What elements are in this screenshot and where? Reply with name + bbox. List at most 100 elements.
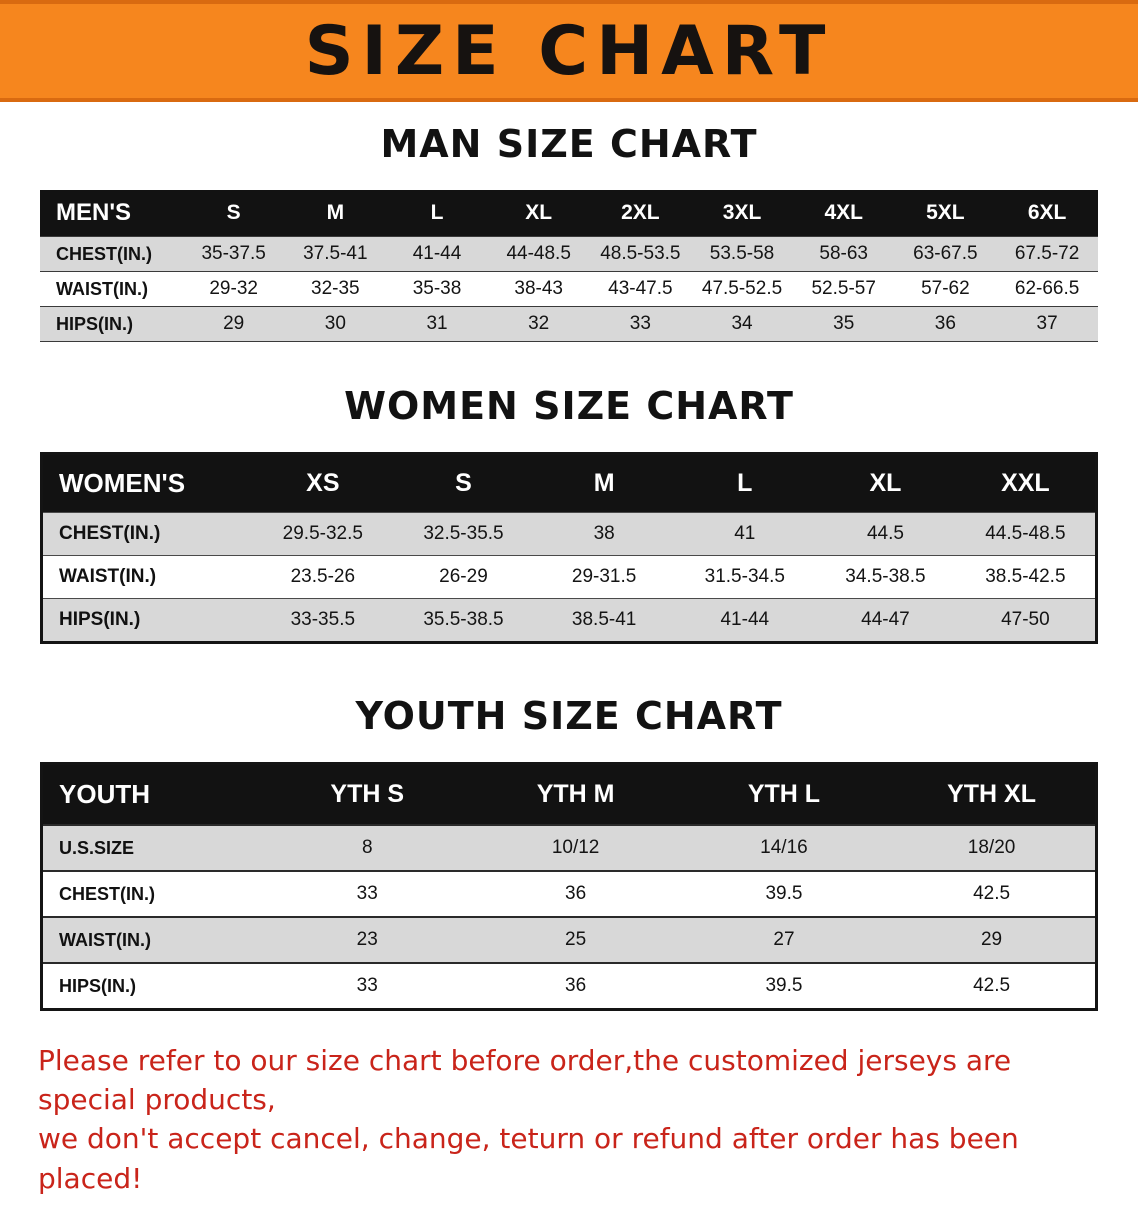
row-label: U.S.SIZE <box>59 837 135 858</box>
row-label: HIPS(IN.) <box>59 609 141 630</box>
size-column-header: S <box>393 453 534 513</box>
size-column-header: 2XL <box>589 190 692 237</box>
size-value-cell: 14/16 <box>760 837 808 858</box>
size-value-cell: 44.5-48.5 <box>985 523 1066 544</box>
size-value-cell: 63-67.5 <box>913 243 978 264</box>
size-value-cell: 33 <box>356 883 378 904</box>
measurement-row: HIPS(IN.) 33 36 39.5 42.5 <box>41 963 1097 1010</box>
size-value-cell: 62-66.5 <box>1014 278 1080 299</box>
size-column-header: M <box>533 453 675 513</box>
size-value-cell: 53.5-58 <box>709 243 775 264</box>
youth-size-table: YOUTH YTH S YTH M YTH L YTH XL U.S.SIZE 8 10/12… <box>40 762 1098 1011</box>
size-value-cell: 36 <box>934 313 956 334</box>
size-value-cell: 33 <box>356 975 378 996</box>
size-column-header: YTH XL <box>888 763 1097 825</box>
size-value-cell: 44-47 <box>861 609 910 630</box>
size-value-cell: 34 <box>731 313 753 334</box>
size-value-cell: 29.5-32.5 <box>282 523 363 544</box>
measurement-row: HIPS(IN.) 29 30 31 32 33 34 35 36 37 <box>40 306 1098 342</box>
measurement-row: HIPS(IN.) 33-35.5 35.5-38.5 38.5-41 41-44 44-… <box>41 598 1097 643</box>
size-column-header: XL <box>487 190 590 237</box>
measurement-row: WAIST(IN.) 23.5-26 26-29 29-31.5 31.5-34.5 34… <box>41 555 1097 599</box>
size-column-header: YTH S <box>263 763 472 825</box>
size-value-cell: 39.5 <box>765 975 803 996</box>
size-value-cell: 29 <box>223 313 245 334</box>
men-size-section: MAN SIZE CHART MEN'S S M L XL 2XL 3XL 4XL 5XL 6XL… <box>0 122 1138 342</box>
table-corner-label: YOUTH <box>41 763 264 825</box>
banner: SIZE CHART <box>0 0 1138 102</box>
notice-line-2: we don't accept cancel, change, teturn o… <box>38 1122 1019 1195</box>
size-value-cell: 41-44 <box>412 243 462 264</box>
size-value-cell: 23 <box>356 929 378 950</box>
size-value-cell: 29 <box>980 929 1003 950</box>
row-label: HIPS(IN.) <box>59 975 137 996</box>
measurement-row: U.S.SIZE 8 10/12 14/16 18/20 <box>41 825 1097 871</box>
size-value-cell: 38.5-42.5 <box>985 566 1066 587</box>
men-section-title: MAN SIZE CHART <box>380 122 758 166</box>
size-value-cell: 35 <box>833 313 855 334</box>
size-value-cell: 29-31.5 <box>571 566 637 587</box>
size-value-cell: 42.5 <box>973 975 1011 996</box>
size-value-cell: 38.5-41 <box>571 609 637 630</box>
size-column-header: 6XL <box>996 190 1098 237</box>
size-value-cell: 47.5-52.5 <box>701 278 783 299</box>
size-value-cell: 47-50 <box>1001 609 1050 630</box>
row-label: WAIST(IN.) <box>59 929 151 950</box>
size-value-cell: 43-47.5 <box>608 278 673 299</box>
size-value-cell: 42.5 <box>973 883 1011 904</box>
size-column-header: YTH L <box>679 763 889 825</box>
size-column-header: L <box>386 190 488 237</box>
size-column-header: S <box>182 190 285 237</box>
size-column-header: L <box>674 453 816 513</box>
size-value-cell: 10/12 <box>551 837 600 858</box>
size-column-header: YTH M <box>471 763 680 825</box>
size-value-cell: 33-35.5 <box>290 609 356 630</box>
row-label: HIPS(IN.) <box>56 313 134 334</box>
size-value-cell: 32 <box>528 313 550 334</box>
youth-section-title: YOUTH SIZE CHART <box>355 694 783 738</box>
table-corner-label: WOMEN'S <box>41 453 253 513</box>
size-value-cell: 41 <box>734 523 756 544</box>
size-value-cell: 36 <box>565 883 587 904</box>
size-column-header: XS <box>252 453 394 513</box>
size-value-cell: 31.5-34.5 <box>704 566 785 587</box>
size-value-cell: 18/20 <box>967 837 1016 858</box>
size-column-header: XL <box>815 453 956 513</box>
size-column-header: 3XL <box>691 190 793 237</box>
row-label: WAIST(IN.) <box>56 278 148 299</box>
size-value-cell: 35-38 <box>412 278 462 299</box>
measurement-row: CHEST(IN.) 33 36 39.5 42.5 <box>41 871 1097 917</box>
row-label: CHEST(IN.) <box>59 523 161 544</box>
men-size-table: MEN'S S M L XL 2XL 3XL 4XL 5XL 6XL CHEST(IN.) 35-37… <box>40 190 1098 342</box>
size-value-cell: 27 <box>773 929 795 950</box>
size-value-cell: 32.5-35.5 <box>423 523 504 544</box>
size-value-cell: 33 <box>629 313 651 334</box>
women-size-section: WOMEN SIZE CHART WOMEN'S XS S M L XL XXL CHEST(… <box>0 384 1138 644</box>
measurement-row: WAIST(IN.) 29-32 32-35 35-38 38-43 43-47.5 47.… <box>40 271 1098 307</box>
notice-line-1: Please refer to our size chart before or… <box>38 1044 1012 1117</box>
size-value-cell: 38 <box>593 523 615 544</box>
size-value-cell: 37.5-41 <box>303 243 368 264</box>
table-header-row: YOUTH YTH S YTH M YTH L YTH XL <box>41 763 1097 825</box>
size-value-cell: 36 <box>565 975 587 996</box>
size-value-cell: 41-44 <box>720 609 770 630</box>
size-value-cell: 44-48.5 <box>506 243 571 264</box>
youth-size-section: YOUTH SIZE CHART YOUTH YTH S YTH M YTH L YTH… <box>0 694 1138 1011</box>
size-value-cell: 29-32 <box>209 278 258 299</box>
size-value-cell: 35.5-38.5 <box>423 609 504 630</box>
size-value-cell: 34.5-38.5 <box>845 566 926 587</box>
size-value-cell: 39.5 <box>765 883 803 904</box>
size-value-cell: 35-37.5 <box>201 243 266 264</box>
size-column-header: 5XL <box>894 190 997 237</box>
size-value-cell: 67.5-72 <box>1014 243 1080 264</box>
table-header-row: MEN'S S M L XL 2XL 3XL 4XL 5XL 6XL <box>40 190 1098 237</box>
row-label: WAIST(IN.) <box>59 566 157 587</box>
measurement-row: CHEST(IN.) 35-37.5 37.5-41 41-44 44-48.5 48.5… <box>40 236 1098 272</box>
size-value-cell: 44.5 <box>866 523 904 544</box>
size-value-cell: 31 <box>426 313 448 334</box>
size-value-cell: 57-62 <box>921 278 970 299</box>
size-value-cell: 58-63 <box>819 243 868 264</box>
size-value-cell: 25 <box>565 929 587 950</box>
row-label: CHEST(IN.) <box>56 243 152 264</box>
